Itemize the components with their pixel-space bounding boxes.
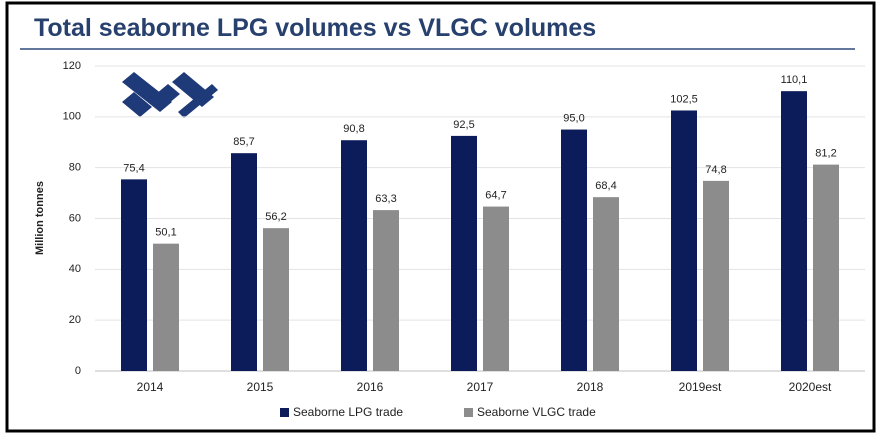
chart-title: Total seaborne LPG volumes vs VLGC volum… [34,14,596,42]
value-label: 64,7 [485,189,506,201]
bar [781,91,807,371]
value-label: 90,8 [343,123,364,135]
value-label: 92,5 [453,119,474,131]
x-tick-label: 2014 [137,380,164,394]
x-tick-label: 2018 [577,380,604,394]
x-tick-label: 2020est [789,380,832,394]
value-label: 75,4 [123,162,144,174]
value-label: 95,0 [563,112,584,124]
legend-label: Seaborne VLGC trade [477,405,596,419]
y-tick-label: 0 [75,365,81,377]
y-axis-label: Million tonnes [34,181,46,255]
value-label: 81,2 [815,148,836,160]
x-tick-label: 2015 [247,380,274,394]
bar [373,210,399,371]
y-tick-label: 20 [69,314,81,326]
value-label: 110,1 [781,74,808,86]
bar [153,243,179,371]
bar [813,164,839,371]
legend-swatch [464,408,473,417]
legend-label: Seaborne LPG trade [293,405,403,419]
value-label: 56,2 [265,211,286,223]
value-label: 68,4 [595,180,616,192]
value-label: 102,5 [670,93,698,105]
value-label: 74,8 [705,164,726,176]
frame [5,1,876,433]
value-label: 85,7 [233,136,254,148]
bar [263,228,289,371]
x-tick-label: 2019est [679,380,722,394]
bar [561,129,587,371]
y-tick-label: 40 [69,263,81,275]
x-tick-label: 2016 [357,380,384,394]
bar [593,197,619,371]
y-tick-label: 60 [69,212,81,224]
bar [451,135,477,371]
value-label: 50,1 [155,227,176,239]
bar [671,110,697,372]
y-tick-label: 120 [63,60,81,72]
bar [121,179,147,371]
x-tick-label: 2017 [467,380,494,394]
logo [122,72,218,118]
y-tick-label: 80 [69,162,81,174]
y-tick-label: 100 [63,111,81,123]
bar [703,180,729,371]
bar [483,206,509,371]
bar [341,140,367,371]
value-label: 63,3 [375,193,396,205]
bar [231,153,257,371]
legend-swatch [280,408,289,417]
